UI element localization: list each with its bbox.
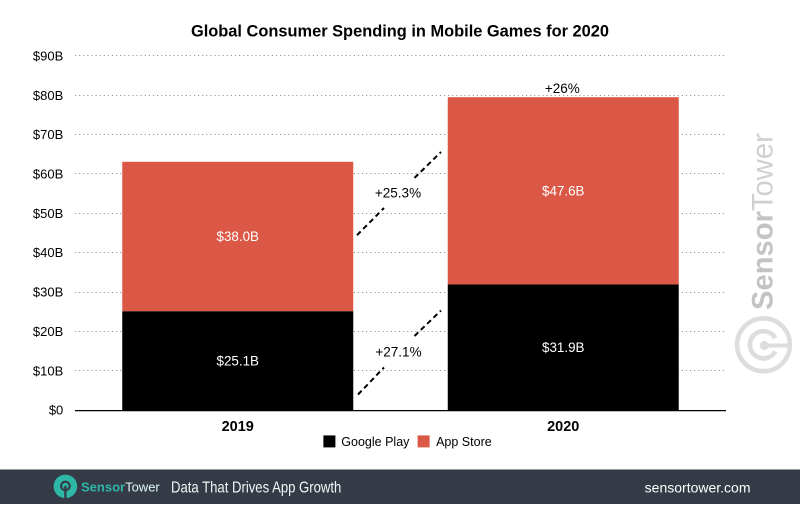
svg-text:$47.6B: $47.6B bbox=[542, 184, 585, 199]
svg-text:sensortower.com: sensortower.com bbox=[645, 480, 751, 496]
svg-text:SensorTower: SensorTower bbox=[81, 480, 160, 495]
svg-text:+25.3%: +25.3% bbox=[375, 186, 421, 201]
svg-text:2019: 2019 bbox=[222, 419, 254, 435]
svg-text:+27.1%: +27.1% bbox=[375, 345, 421, 360]
svg-text:$10B: $10B bbox=[33, 363, 63, 378]
svg-text:$80B: $80B bbox=[33, 88, 63, 103]
svg-text:$70B: $70B bbox=[33, 127, 63, 142]
svg-text:$30B: $30B bbox=[33, 285, 63, 300]
svg-text:$60B: $60B bbox=[33, 167, 63, 182]
svg-text:$0: $0 bbox=[49, 403, 63, 418]
svg-text:+26%: +26% bbox=[545, 81, 580, 96]
svg-text:$20B: $20B bbox=[33, 324, 63, 339]
svg-text:$38.0B: $38.0B bbox=[217, 229, 260, 244]
svg-text:2020: 2020 bbox=[547, 419, 579, 435]
svg-text:$50B: $50B bbox=[33, 206, 63, 221]
svg-text:Data That Drives App Growth: Data That Drives App Growth bbox=[171, 479, 341, 496]
svg-text:$31.9B: $31.9B bbox=[542, 340, 585, 355]
svg-text:$90B: $90B bbox=[33, 49, 63, 64]
svg-text:$25.1B: $25.1B bbox=[217, 353, 260, 368]
svg-text:Google Play: Google Play bbox=[341, 435, 410, 449]
svg-text:Global Consumer Spending in Mo: Global Consumer Spending in Mobile Games… bbox=[191, 22, 609, 40]
svg-text:App Store: App Store bbox=[436, 435, 492, 449]
svg-text:$40B: $40B bbox=[33, 245, 63, 260]
svg-text:SensorTower: SensorTower bbox=[747, 133, 779, 310]
